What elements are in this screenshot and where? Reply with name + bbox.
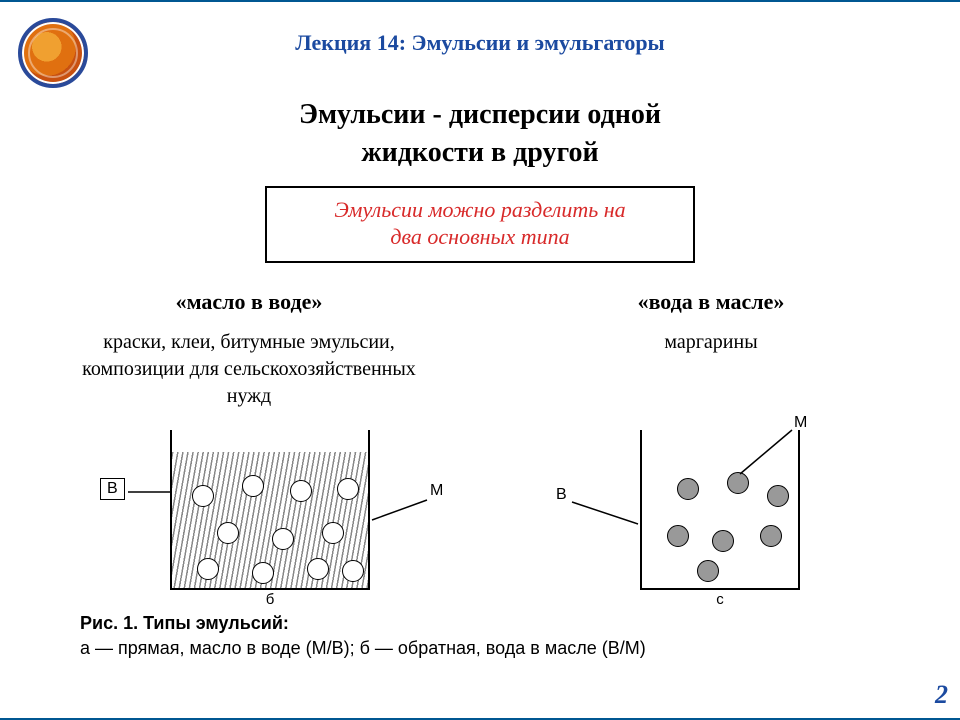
subbox-line2: два основных типа [390, 224, 569, 249]
droplet [677, 478, 699, 500]
leader-line-icon [372, 498, 432, 528]
label-M-left: М [430, 482, 443, 500]
two-columns: «масло в воде» краски, клеи, битумные эм… [0, 263, 960, 410]
main-title: Эмульсии - дисперсии одной жидкости в др… [0, 96, 960, 172]
leader-line-icon [128, 488, 173, 498]
caption-title: Рис. 1. Типы эмульсий: [80, 613, 289, 633]
droplet [217, 522, 239, 544]
subbox-line1: Эмульсии можно разделить на [334, 197, 625, 222]
caption-line: а — прямая, масло в воде (М/В); б — обра… [80, 638, 646, 658]
droplet [760, 525, 782, 547]
label-B-left: В [100, 478, 125, 500]
figure-caption: Рис. 1. Типы эмульсий: а — прямая, масло… [0, 605, 960, 661]
droplet [197, 558, 219, 580]
lecture-title: Лекция 14: Эмульсии и эмульгаторы [0, 2, 960, 56]
page-number: 2 [935, 680, 948, 710]
droplet [322, 522, 344, 544]
droplet [667, 525, 689, 547]
left-text: краски, клеи, битумные эмульсии, компози… [60, 329, 438, 410]
droplet [712, 530, 734, 552]
label-B-right: В [556, 486, 567, 504]
label-M-right: М [794, 414, 807, 432]
main-title-line2: жидкости в другой [361, 137, 598, 168]
droplet [242, 475, 264, 497]
plain-fill [642, 456, 798, 588]
droplet [767, 485, 789, 507]
right-heading: «вода в масле» [522, 289, 900, 315]
droplet [252, 562, 274, 584]
droplet [272, 528, 294, 550]
classification-box: Эмульсии можно разделить на два основных… [265, 186, 695, 263]
droplet [192, 485, 214, 507]
column-left: «масло в воде» краски, клеи, битумные эм… [60, 289, 438, 410]
droplet [697, 560, 719, 582]
main-title-line1: Эмульсии - дисперсии одной [299, 99, 661, 130]
droplet [307, 558, 329, 580]
column-right: «вода в масле» маргарины [522, 289, 900, 410]
university-logo [18, 18, 88, 88]
droplet [727, 472, 749, 494]
beaker-oil-in-water: б [170, 430, 370, 590]
leader-line-icon [572, 500, 642, 530]
right-text: маргарины [522, 329, 900, 356]
droplet [342, 560, 364, 582]
droplet [290, 480, 312, 502]
subfigure-label-left: б [266, 591, 275, 608]
left-heading: «масло в воде» [60, 289, 438, 315]
droplet [337, 478, 359, 500]
beaker-water-in-oil: с [640, 430, 800, 590]
subfigure-label-right: с [716, 591, 724, 608]
figure-area: В б М с М В [0, 420, 960, 605]
